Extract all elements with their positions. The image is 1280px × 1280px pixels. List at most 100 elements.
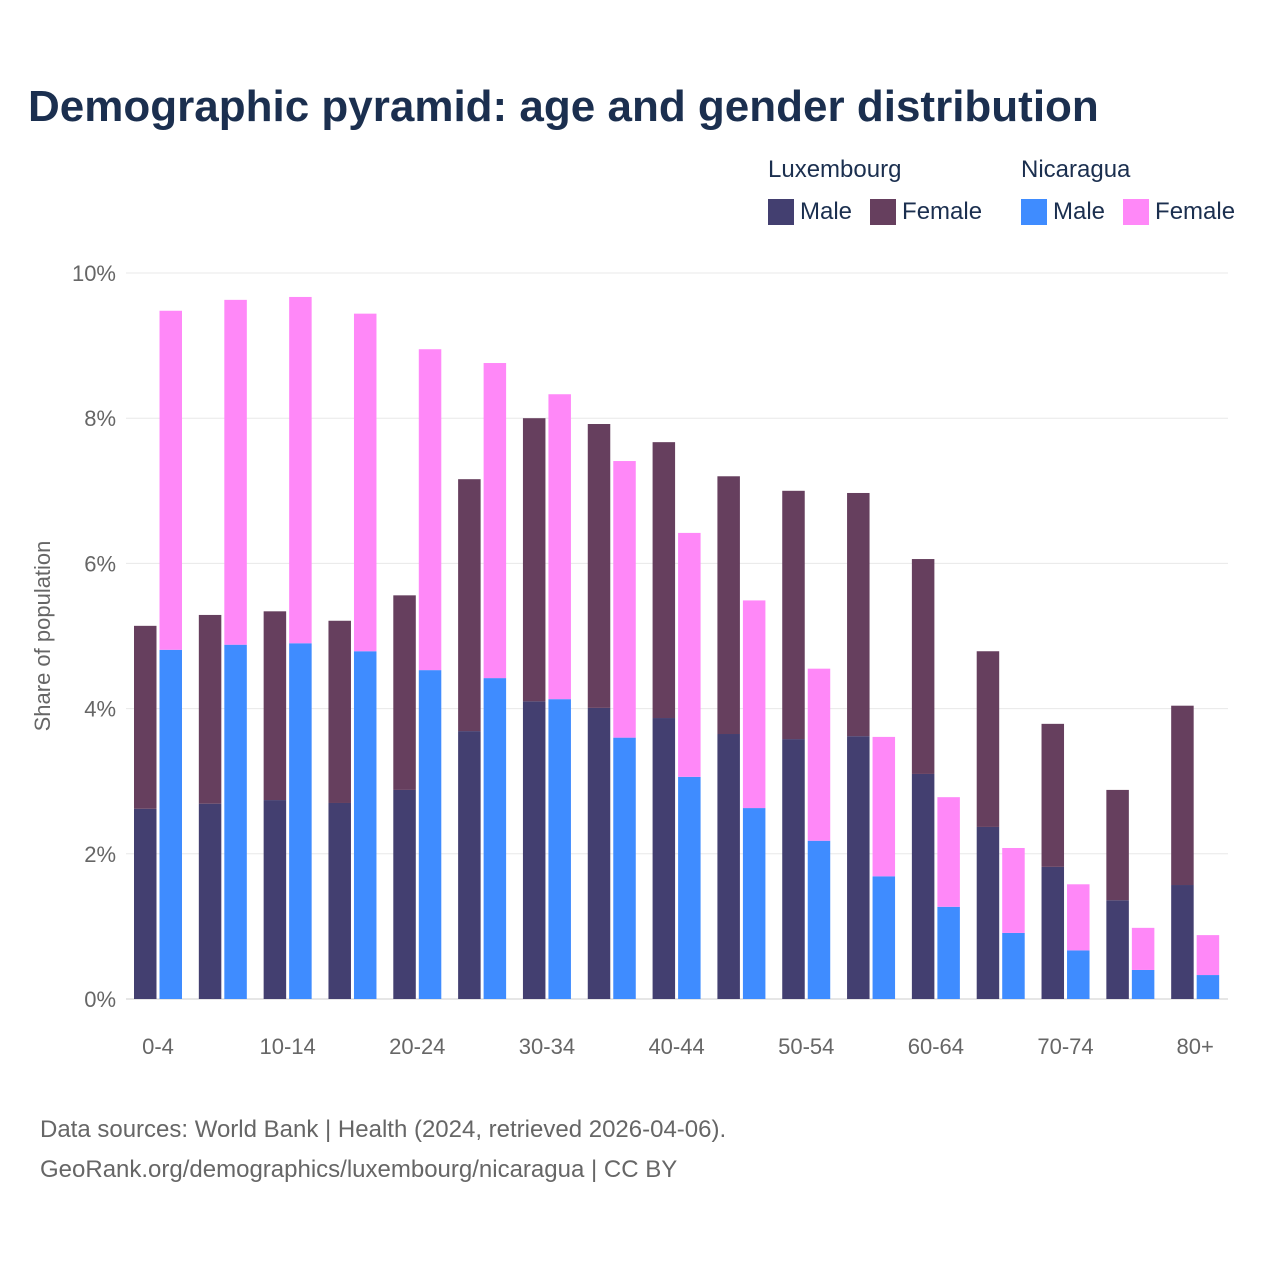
bar-nicaragua-female (353, 313, 377, 652)
swatch (1123, 199, 1150, 225)
bar-nicaragua-male (483, 678, 507, 999)
bar-luxembourg-male (782, 739, 805, 999)
x-tick-label: 40-44 (648, 1034, 704, 1059)
x-tick-label: 70-74 (1037, 1034, 1093, 1059)
bar-luxembourg-female (458, 479, 481, 732)
bar-nicaragua-female (807, 668, 831, 841)
bar-nicaragua-male (613, 737, 636, 999)
bar-luxembourg-female (782, 490, 805, 740)
bar-nicaragua-male (353, 651, 377, 999)
bar-luxembourg-male (911, 773, 935, 999)
bar-luxembourg-male (1106, 900, 1129, 999)
bar-luxembourg-female (911, 559, 935, 774)
y-tick-label: 4% (84, 697, 116, 722)
bar-luxembourg-female (328, 620, 351, 803)
y-tick-label: 8% (84, 406, 116, 431)
x-tick-label: 60-64 (908, 1034, 964, 1059)
x-tick-label: 80+ (1177, 1034, 1214, 1059)
bar-nicaragua-female (1067, 884, 1090, 951)
bar-nicaragua-female (548, 394, 571, 700)
bar-nicaragua-male (1067, 950, 1090, 999)
bar-nicaragua-female (289, 296, 312, 644)
bar-nicaragua-male (872, 876, 896, 999)
bar-luxembourg-female (847, 492, 870, 737)
bar-nicaragua-male (1196, 975, 1220, 999)
swatch (1021, 199, 1047, 225)
bar-nicaragua-female (1131, 927, 1155, 970)
bar-luxembourg-female (522, 418, 546, 702)
bar-luxembourg-male (976, 826, 1000, 999)
bar-luxembourg-male (1041, 866, 1065, 999)
bar-luxembourg-male (134, 808, 157, 999)
bar-nicaragua-male (742, 808, 766, 999)
bar-luxembourg-male (652, 718, 676, 999)
legend-item-nic-male: Male (1021, 198, 1105, 226)
y-tick-label: 0% (84, 987, 116, 1012)
bar-luxembourg-female (587, 424, 611, 708)
legend-nicaragua: Nicaragua Male Female (1021, 156, 1235, 226)
bar-luxembourg-female (198, 614, 222, 804)
legend-label: Female (1155, 198, 1236, 225)
bar-luxembourg-male (1171, 885, 1194, 999)
bar-nicaragua-female (872, 736, 896, 877)
bar-nicaragua-female (1002, 847, 1025, 933)
bar-luxembourg-male (263, 800, 287, 999)
legend-item-nic-female: Female (1123, 198, 1235, 226)
bar-luxembourg-female (263, 611, 287, 801)
bar-luxembourg-male (328, 802, 351, 999)
bar-nicaragua-male (807, 840, 831, 999)
legend-group-title: Nicaragua (1021, 156, 1131, 183)
x-tick-label: 20-24 (389, 1034, 445, 1059)
legend-group-title: Luxembourg (768, 156, 902, 183)
bar-nicaragua-female (483, 363, 507, 679)
legend-item-lux-male: Male (768, 198, 852, 226)
source-line-2: GeoRank.org/demographics/luxembourg/nica… (40, 1156, 678, 1183)
bar-nicaragua-male (224, 644, 247, 999)
bar-nicaragua-male (548, 699, 571, 999)
bar-nicaragua-male (289, 643, 312, 999)
bar-luxembourg-male (587, 707, 611, 999)
legend-item-lux-female: Female (870, 198, 982, 226)
bar-nicaragua-female (613, 461, 636, 738)
bar-luxembourg-female (1171, 705, 1194, 886)
bar-nicaragua-female (678, 532, 701, 777)
y-tick-label: 2% (84, 842, 116, 867)
bar-nicaragua-male (1002, 932, 1025, 999)
swatch (870, 199, 897, 225)
legend-luxembourg: Luxembourg Male Female (768, 156, 982, 226)
chart-title: Demographic pyramid: age and gender dist… (28, 82, 1099, 131)
bar-luxembourg-male (522, 701, 546, 999)
bar-luxembourg-female (1106, 789, 1129, 901)
x-tick-label: 50-54 (778, 1034, 834, 1059)
y-tick-label: 10% (72, 261, 116, 286)
bar-luxembourg-female (393, 595, 416, 790)
bar-nicaragua-male (678, 776, 701, 999)
bar-nicaragua-male (937, 906, 960, 999)
source-line-1: Data sources: World Bank | Health (2024,… (40, 1116, 727, 1143)
bar-nicaragua-male (1131, 969, 1155, 999)
bar-nicaragua-male (418, 670, 442, 999)
bar-nicaragua-female (224, 299, 247, 645)
bar-luxembourg-male (717, 734, 740, 999)
bar-nicaragua-female (742, 600, 766, 809)
legend-label: Male (1053, 198, 1106, 225)
bar-nicaragua-male (159, 649, 182, 999)
bar-luxembourg-female (717, 476, 740, 735)
legend-label: Male (800, 198, 853, 225)
bar-nicaragua-female (937, 797, 960, 907)
bar-luxembourg-male (198, 803, 222, 999)
bar-luxembourg-male (847, 736, 870, 999)
bar-nicaragua-female (159, 310, 182, 650)
swatch (768, 199, 794, 225)
bar-nicaragua-female (418, 349, 442, 671)
bar-nicaragua-female (1196, 935, 1220, 976)
y-axis-label: Share of population (30, 541, 55, 732)
bar-luxembourg-female (1041, 723, 1065, 867)
x-tick-label: 0-4 (142, 1034, 174, 1059)
x-tick-label: 30-34 (519, 1034, 575, 1059)
x-tick-label: 10-14 (260, 1034, 316, 1059)
bar-luxembourg-female (134, 625, 157, 809)
legend-label: Female (902, 198, 983, 225)
